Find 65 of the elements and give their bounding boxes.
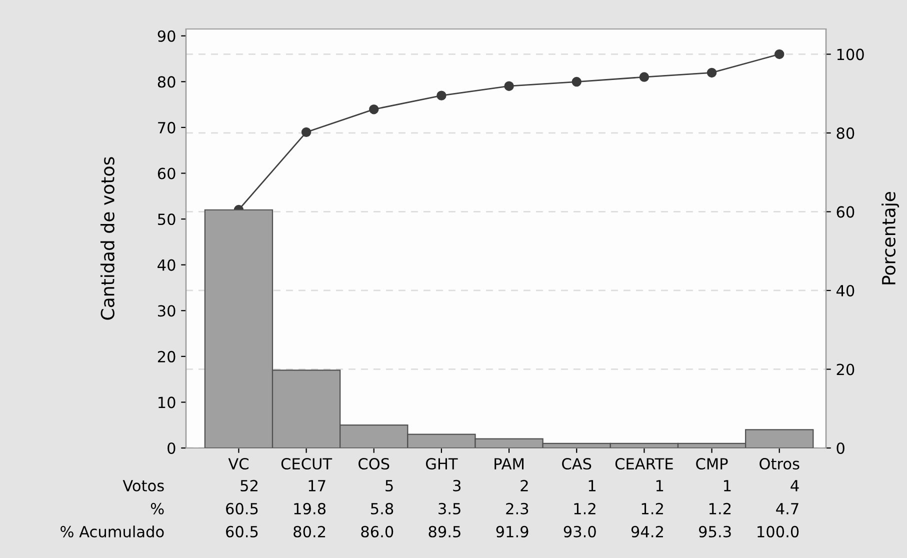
y-tick-label: 30 xyxy=(158,305,176,317)
text: 4.7 xyxy=(776,503,798,514)
text: % Acumulado xyxy=(60,526,164,538)
text: 19.8 xyxy=(294,502,326,514)
x-tick-label: CEARTE xyxy=(615,458,673,470)
y2-tick-label: 60 xyxy=(836,206,854,218)
data-label: 91.9 xyxy=(496,526,528,538)
data-label: 95.3 xyxy=(699,526,731,538)
text: Votos xyxy=(122,480,164,492)
y-tick-label: 50 xyxy=(158,214,176,226)
data-label: 2 xyxy=(520,480,528,492)
data-label: 17 xyxy=(308,480,326,492)
y-tick-label: 70 xyxy=(158,122,176,134)
y-axis-title: Cantidad de votos xyxy=(100,157,114,320)
data-label: 4 xyxy=(790,480,799,492)
point xyxy=(572,76,582,87)
data-label: 60.5 xyxy=(226,526,258,538)
point xyxy=(706,68,717,78)
x-tick-label: COS xyxy=(358,458,390,470)
point xyxy=(774,49,784,60)
x-tick-label: CECUT xyxy=(281,458,332,470)
data-label: 100.0 xyxy=(758,526,799,538)
y-tick-label: 10 xyxy=(158,396,176,408)
data-label: 52 xyxy=(240,480,258,492)
data-label: 1 xyxy=(588,480,596,492)
y-tick-label: 60 xyxy=(158,168,176,180)
y-tick-label: 80 xyxy=(158,76,176,88)
data-label: 1 xyxy=(724,480,731,492)
text: 3.5 xyxy=(438,502,460,514)
text: 1.2 xyxy=(642,502,663,514)
data-label: 80.2 xyxy=(294,526,326,538)
data-label: 1 xyxy=(656,480,664,492)
text: 2.3 xyxy=(506,502,528,514)
data-label: 86.0 xyxy=(361,526,394,538)
data-label: 89.5 xyxy=(428,526,460,538)
x-tick-label: VC xyxy=(228,458,248,470)
text: % xyxy=(150,502,164,514)
y2-tick-label: 0 xyxy=(836,442,844,454)
point xyxy=(369,104,379,114)
x-tick-label: CMP xyxy=(696,458,728,470)
y2-axis-title: Porcentaje xyxy=(882,192,900,284)
y2-tick-label: 40 xyxy=(836,284,854,297)
data-label: 5 xyxy=(386,480,393,492)
data-label: 94.2 xyxy=(631,526,663,538)
y-tick-label: 90 xyxy=(158,30,176,42)
data-label: 3 xyxy=(453,480,461,492)
y2-tick-label: 20 xyxy=(836,364,854,376)
y-tick-label: 0 xyxy=(168,442,176,454)
text: 5.8 xyxy=(371,502,394,514)
y2-tick-label: 80 xyxy=(836,127,854,139)
x-tick-label: Otros xyxy=(760,458,800,470)
y2-tick-label: 100 xyxy=(837,48,864,60)
x-tick-label: PAM xyxy=(494,458,524,470)
text: 1.2 xyxy=(574,502,596,514)
y-tick-label: 40 xyxy=(158,259,176,271)
point xyxy=(301,127,312,138)
data-label: 93.0 xyxy=(564,526,596,538)
x-tick-label: CAS xyxy=(562,458,592,470)
x-tick-label: GHT xyxy=(426,458,458,470)
text: 1.2 xyxy=(709,502,731,514)
point xyxy=(436,90,446,100)
text: 60.5 xyxy=(226,502,258,514)
point xyxy=(504,81,514,91)
point xyxy=(639,72,650,82)
y-tick-label: 20 xyxy=(158,350,176,362)
